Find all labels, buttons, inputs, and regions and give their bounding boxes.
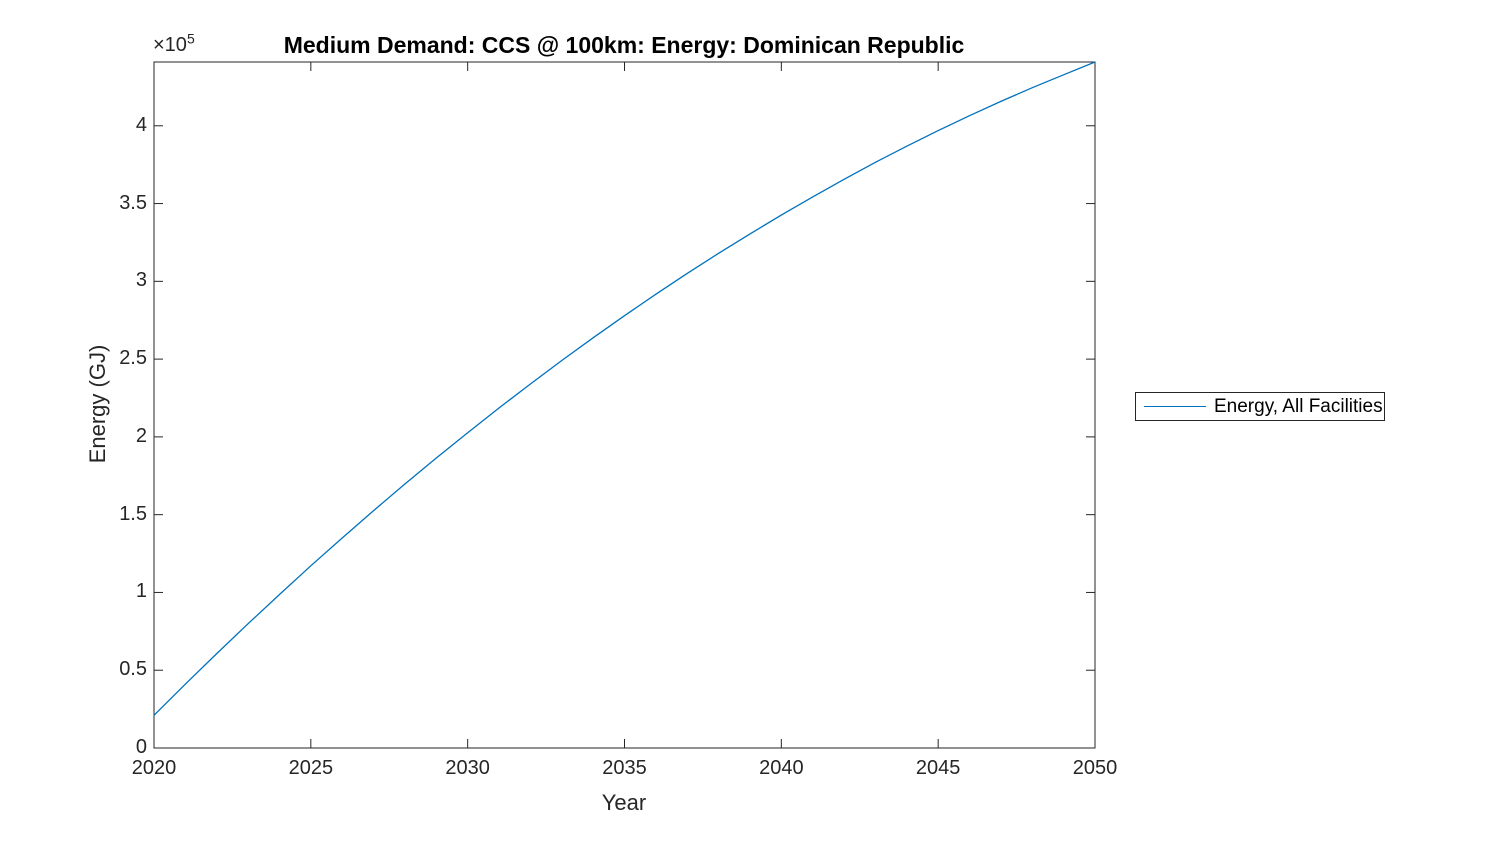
y-tick-label: 3.5 [119,191,147,214]
y-tick-label: 2 [135,424,147,447]
y-tick-label: 1 [135,580,147,603]
x-tick-label: 2025 [288,757,334,779]
y-tick-label: 4 [135,113,147,136]
x-tick-label: 2045 [915,757,961,779]
legend[interactable]: Energy, All Facilities [1135,392,1385,421]
x-tick-label: 2030 [445,757,490,779]
x-axis-label: Year [601,790,647,815]
axes-box [153,61,1096,749]
y-tick-label: 0.5 [119,658,147,681]
y-axis-multiplier-exponent: 5 [186,30,195,47]
axis-tick-marks [153,62,1096,749]
chart-title: Medium Demand: CCS @ 100km: Energy: Domi… [283,32,965,58]
x-tick-label: 2040 [759,757,804,779]
legend-entry-label: Energy, All Facilities [1214,395,1383,417]
legend-line-sample [1144,406,1206,407]
y-tick-label: 3 [135,269,147,292]
y-tick-label: 0 [135,736,147,758]
y-tick-label: 1.5 [119,502,147,525]
y-axis-multiplier: ×105 [153,31,195,57]
y-axis-multiplier-base: ×10 [153,34,187,56]
energy-series-line [153,61,1096,716]
x-tick-label: 2020 [131,757,177,779]
x-tick-label: 2050 [1072,757,1118,779]
y-tick-label: 2.5 [119,347,147,370]
x-tick-label: 2035 [602,757,647,779]
